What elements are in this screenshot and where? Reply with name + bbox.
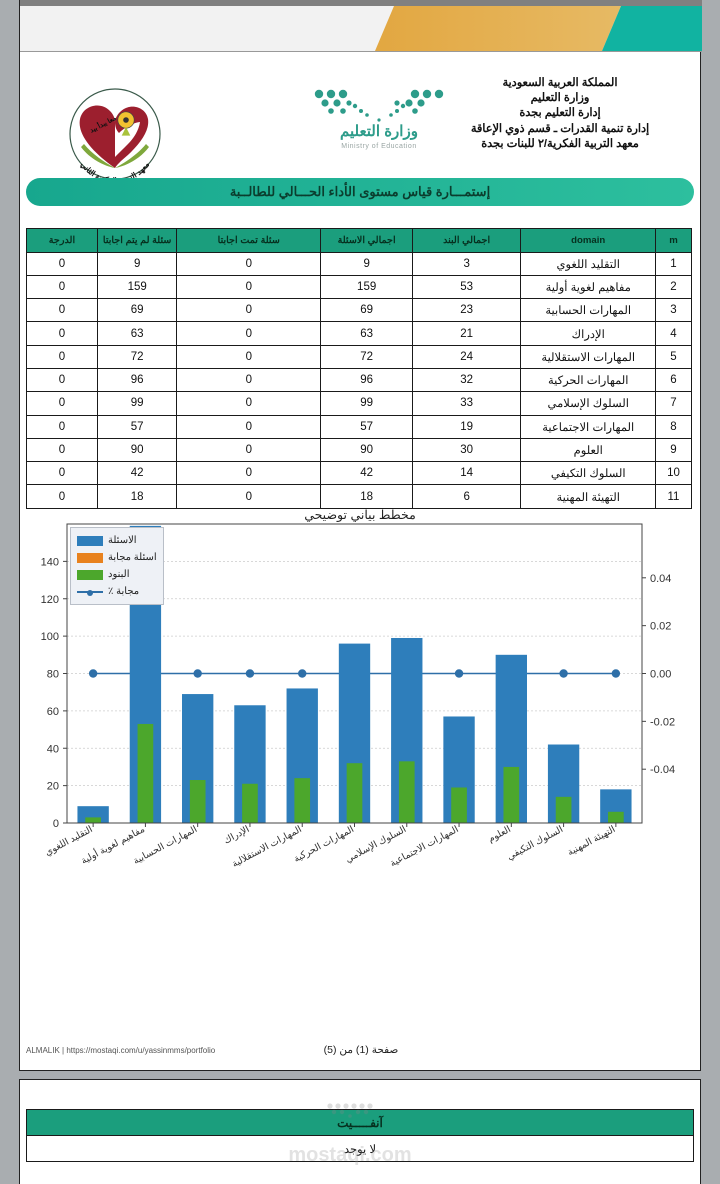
svg-text:0.04: 0.04 bbox=[650, 573, 671, 585]
svg-text:60: 60 bbox=[47, 706, 59, 718]
svg-text:80: 80 bbox=[47, 669, 59, 681]
svg-text:الإدراك: الإدراك bbox=[222, 824, 251, 847]
svg-text:100: 100 bbox=[41, 631, 59, 643]
svg-text:120: 120 bbox=[41, 594, 59, 606]
svg-text:40: 40 bbox=[47, 743, 59, 755]
svg-text:0.02: 0.02 bbox=[650, 621, 671, 633]
svg-text:140: 140 bbox=[41, 556, 59, 568]
svg-text:0.00: 0.00 bbox=[650, 669, 671, 681]
svg-text:السلوك التكيفي: السلوك التكيفي bbox=[505, 824, 565, 863]
svg-text:Ministry of Education: Ministry of Education bbox=[341, 143, 416, 150]
svg-text:التهيئة المهنية: التهيئة المهنية bbox=[566, 824, 618, 858]
svg-text:0: 0 bbox=[53, 818, 59, 830]
svg-text:20: 20 bbox=[47, 781, 59, 793]
svg-text:العلوم: العلوم bbox=[486, 824, 512, 845]
svg-text:-0.04: -0.04 bbox=[650, 764, 675, 776]
svg-text:وزارة التعليم: وزارة التعليم bbox=[340, 123, 418, 140]
svg-text:-0.02: -0.02 bbox=[650, 716, 675, 728]
